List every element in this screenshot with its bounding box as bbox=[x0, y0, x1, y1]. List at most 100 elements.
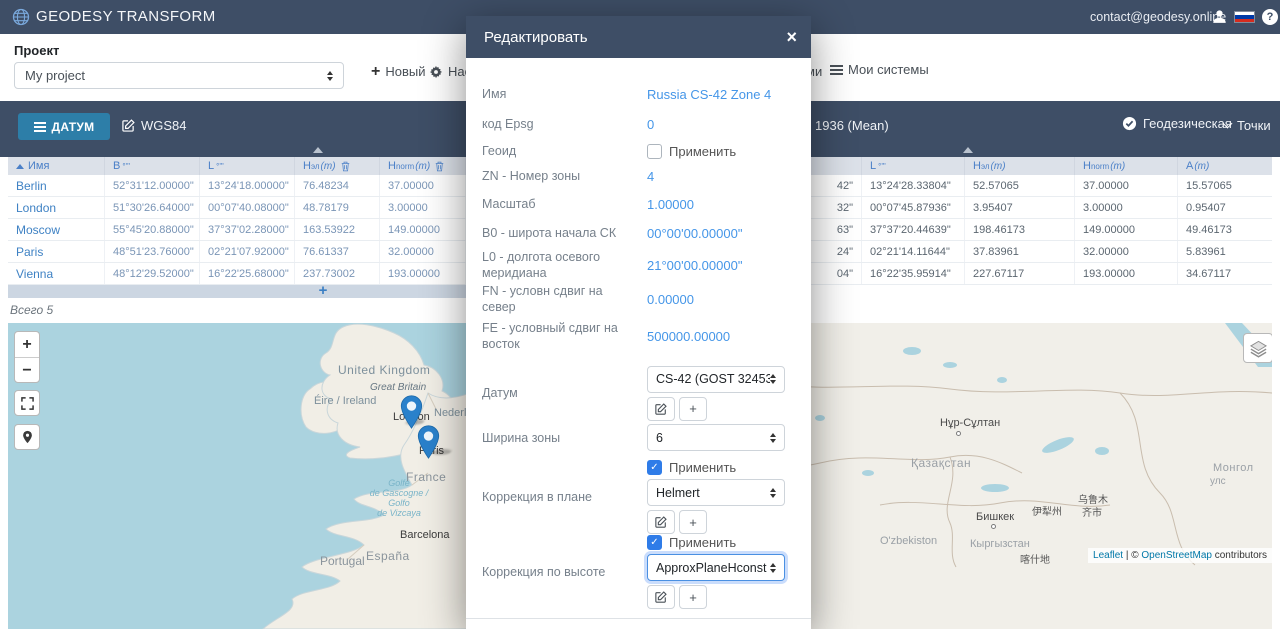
plane-add-button[interactable]: + bbox=[679, 510, 707, 534]
fn-value-link[interactable]: 0.00000 bbox=[647, 291, 694, 307]
plane-apply-checkbox[interactable] bbox=[647, 460, 662, 475]
cell-b-fragment[interactable]: 63" bbox=[650, 219, 862, 240]
plane-edit-button[interactable] bbox=[647, 510, 675, 534]
scale-value-link[interactable]: 1.00000 bbox=[647, 196, 694, 212]
geoid-checkbox[interactable] bbox=[647, 143, 662, 159]
cell-b[interactable]: 55°45'20.88000" bbox=[105, 219, 200, 240]
cell-l[interactable]: 37°37'20.44639" bbox=[862, 219, 965, 240]
zoom-in-button[interactable]: + bbox=[15, 332, 39, 358]
height-apply-checkbox[interactable] bbox=[647, 535, 662, 550]
datum-select[interactable]: CS-42 (GOST 32453-20 bbox=[647, 365, 785, 393]
cell-b-fragment[interactable]: 42" bbox=[650, 175, 862, 196]
cell-a[interactable]: 49.46173 bbox=[1186, 223, 1232, 236]
cell-l[interactable]: 02°21'07.92000" bbox=[200, 241, 295, 262]
cell-l[interactable]: 37°37'02.28000" bbox=[200, 219, 295, 240]
cell-h-el[interactable]: 163.53922 bbox=[295, 219, 380, 240]
user-email[interactable]: contact@geodesy.online bbox=[1090, 10, 1227, 24]
cell-l[interactable]: 16°22'25.68000" bbox=[200, 263, 295, 284]
datum-edit-button[interactable] bbox=[647, 396, 675, 421]
close-icon[interactable]: × bbox=[786, 27, 797, 47]
cell-name[interactable]: Berlin bbox=[8, 175, 105, 196]
trash-icon[interactable] bbox=[435, 161, 444, 172]
cell-l[interactable]: 13°24'28.33804" bbox=[862, 175, 965, 196]
map-marker-london[interactable] bbox=[400, 395, 423, 434]
cell-b[interactable]: 48°12'29.52000" bbox=[105, 263, 200, 284]
cell-l[interactable]: 02°21'14.11644" bbox=[862, 241, 965, 262]
collapse-chevron-right[interactable] bbox=[963, 147, 973, 153]
cell-l[interactable]: 00°07'45.87936" bbox=[862, 197, 965, 218]
b0-value-link[interactable]: 00°00'00.00000" bbox=[647, 225, 743, 241]
cell-name[interactable]: Paris bbox=[8, 241, 105, 262]
cell-h-el[interactable]: 3.95407 bbox=[965, 197, 1075, 218]
help-icon[interactable]: ? bbox=[1262, 9, 1278, 25]
wgs84-tab[interactable]: WGS84 bbox=[122, 118, 187, 133]
my-systems-button[interactable]: Мои системы bbox=[830, 62, 929, 77]
trash-icon[interactable] bbox=[341, 161, 350, 172]
plane-correction-select[interactable]: Helmert bbox=[647, 479, 785, 506]
cell-a[interactable]: 0.95407 bbox=[1186, 201, 1226, 214]
fe-value-link[interactable]: 500000.00000 bbox=[647, 328, 731, 344]
cell-name[interactable]: London bbox=[8, 197, 105, 218]
cell-b-fragment[interactable]: 32" bbox=[650, 197, 862, 218]
cell-h-norm[interactable]: 193.00000 bbox=[380, 263, 466, 284]
cell-h-el[interactable]: 198.46173 bbox=[965, 219, 1075, 240]
new-button[interactable]: + Новый bbox=[371, 62, 426, 80]
user-icon[interactable] bbox=[1212, 9, 1227, 29]
cell-l[interactable]: 00°07'40.08000" bbox=[200, 197, 295, 218]
cell-h-el[interactable]: 227.67117 bbox=[965, 263, 1075, 284]
cell-h-norm[interactable]: 3.00000 bbox=[1075, 197, 1178, 218]
points-dropdown[interactable]: Точки bbox=[1222, 118, 1271, 133]
cell-a[interactable]: 15.57065 bbox=[1186, 179, 1232, 192]
cell-b[interactable]: 52°31'12.00000" bbox=[105, 175, 200, 196]
name-value-link[interactable]: Russia CS-42 Zone 4 bbox=[647, 86, 772, 102]
cell-h-norm[interactable]: 32.00000 bbox=[1075, 241, 1178, 262]
l0-value-link[interactable]: 21°00'00.00000" bbox=[647, 257, 743, 273]
cell-b-fragment[interactable]: 24" bbox=[650, 241, 862, 262]
geodesic-toggle[interactable]: Геодезическая bbox=[1122, 116, 1232, 131]
header-name[interactable]: Имя bbox=[8, 157, 105, 175]
epsg-value-link[interactable]: 0 bbox=[647, 116, 655, 132]
header-l[interactable]: L °'" bbox=[862, 157, 965, 175]
leaflet-link[interactable]: Leaflet bbox=[1093, 550, 1124, 561]
cell-l[interactable]: 16°22'35.95914" bbox=[862, 263, 965, 284]
map-right[interactable]: Нұр-Сұлтан Қазақстан Бишкек Кыргызстан O… bbox=[650, 323, 1272, 629]
cell-h-el[interactable]: 48.78179 bbox=[295, 197, 380, 218]
cell-h-norm[interactable]: 37.00000 bbox=[1075, 175, 1178, 196]
cell-h-el[interactable]: 76.61337 bbox=[295, 241, 380, 262]
cell-name[interactable]: Vienna bbox=[8, 263, 105, 284]
zone-width-select[interactable]: 6 bbox=[647, 424, 785, 451]
cell-a[interactable]: 34.67117 bbox=[1186, 267, 1232, 280]
height-edit-button[interactable] bbox=[647, 585, 675, 609]
height-correction-select[interactable]: ApproxPlaneHconst bbox=[647, 554, 785, 581]
language-flag-ru[interactable] bbox=[1234, 11, 1255, 23]
header-b[interactable]: B °'" bbox=[105, 157, 200, 175]
cell-b[interactable]: 51°30'26.64000" bbox=[105, 197, 200, 218]
cell-h-norm[interactable]: 193.00000 bbox=[1075, 263, 1178, 284]
cell-h-norm[interactable]: 37.00000 bbox=[380, 175, 466, 196]
zn-value-link[interactable]: 4 bbox=[647, 168, 655, 184]
marker-button[interactable] bbox=[14, 424, 40, 450]
cell-h-el[interactable]: 76.48234 bbox=[295, 175, 380, 196]
cell-h-norm[interactable]: 32.00000 bbox=[380, 241, 466, 262]
zoom-out-button[interactable]: − bbox=[22, 362, 32, 379]
cell-h-el[interactable]: 52.57065 bbox=[965, 175, 1075, 196]
cell-h-norm[interactable]: 149.00000 bbox=[380, 219, 466, 240]
project-select[interactable]: My project bbox=[14, 62, 344, 89]
cell-b-fragment[interactable]: 04" bbox=[650, 263, 862, 284]
cell-h-norm[interactable]: 3.00000 bbox=[380, 197, 466, 218]
cell-a[interactable]: 5.83961 bbox=[1186, 245, 1226, 258]
header-l[interactable]: L °'" bbox=[200, 157, 295, 175]
cell-name[interactable]: Moscow bbox=[8, 219, 105, 240]
map-marker-paris[interactable] bbox=[417, 425, 440, 464]
cell-b[interactable]: 48°51'23.76000" bbox=[105, 241, 200, 262]
layers-button[interactable] bbox=[1243, 333, 1272, 363]
fullscreen-button[interactable] bbox=[14, 390, 40, 416]
cell-l[interactable]: 13°24'18.00000" bbox=[200, 175, 295, 196]
cell-h-el[interactable]: 237.73002 bbox=[295, 263, 380, 284]
datum-tab[interactable]: ДАТУМ bbox=[18, 113, 110, 140]
cell-h-el[interactable]: 37.83961 bbox=[965, 241, 1075, 262]
